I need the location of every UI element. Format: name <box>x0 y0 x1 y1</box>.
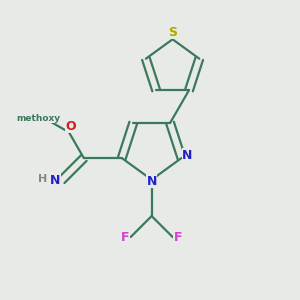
Text: F: F <box>174 231 182 244</box>
Text: N: N <box>182 149 193 162</box>
Text: S: S <box>168 26 177 38</box>
Text: O: O <box>65 120 76 133</box>
Text: methoxy: methoxy <box>16 114 60 123</box>
Text: F: F <box>121 231 130 244</box>
Text: N: N <box>50 174 60 187</box>
Text: H: H <box>38 174 47 184</box>
Text: N: N <box>146 175 157 188</box>
